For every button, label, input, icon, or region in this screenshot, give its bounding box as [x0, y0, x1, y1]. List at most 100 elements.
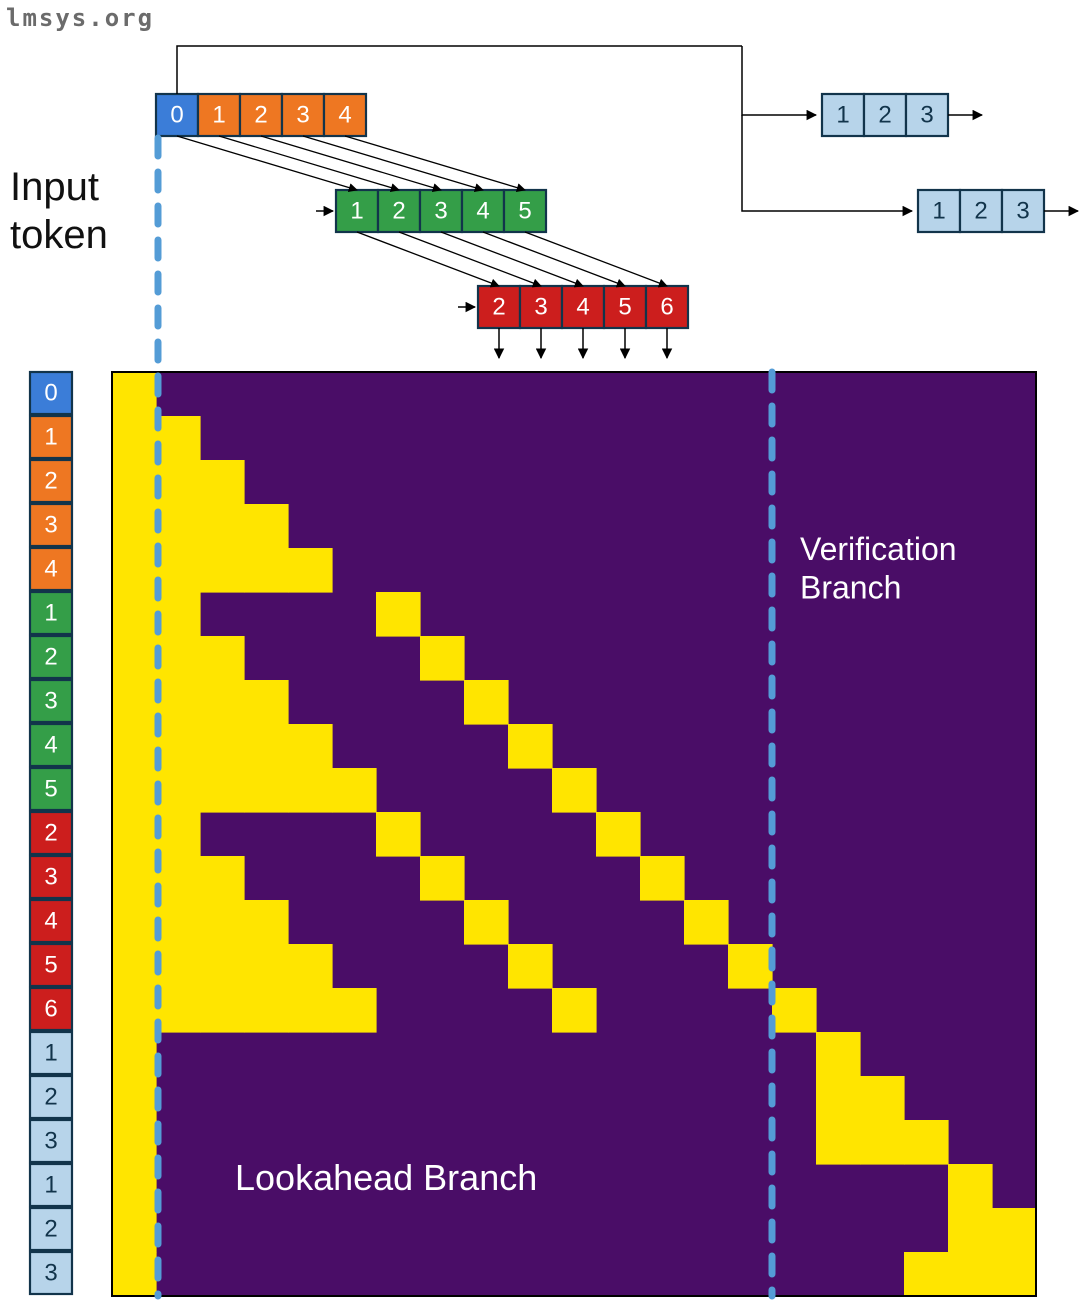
matrix-cell-19-19: [948, 1208, 993, 1253]
sidebar-box-20-label: 3: [44, 1259, 57, 1286]
sidebar-box-3-label: 3: [44, 511, 57, 538]
matrix-cell-6-1: [156, 636, 201, 681]
sidebar-box-4-label: 4: [44, 555, 57, 582]
matrix-cell-15-0: [112, 1032, 157, 1077]
matrix-cell-3-0: [112, 504, 157, 549]
sidebar-box-18-label: 1: [44, 1171, 57, 1198]
top-row-2-box-2-label: 4: [576, 293, 589, 320]
matrix-cell-11-2: [200, 856, 245, 901]
matrix-cell-14-5: [332, 988, 377, 1033]
matrix-cell-12-8: [464, 900, 509, 945]
matrix-cell-13-4: [288, 944, 333, 989]
sidebar-box-5-label: 1: [44, 599, 57, 626]
matrix-cell-11-7: [420, 856, 465, 901]
flow-arrow-1-3: [483, 232, 625, 286]
matrix-cell-20-20: [992, 1252, 1037, 1297]
matrix-cell-8-2: [200, 724, 245, 769]
matrix-cell-13-9: [508, 944, 553, 989]
matrix-cell-6-0: [112, 636, 157, 681]
matrix-cell-13-1: [156, 944, 201, 989]
matrix-cell-4-0: [112, 548, 157, 593]
matrix-cell-19-20: [992, 1208, 1037, 1253]
matrix-cell-12-13: [684, 900, 729, 945]
matrix-cell-8-9: [508, 724, 553, 769]
matrix-cell-12-0: [112, 900, 157, 945]
matrix-cell-11-0: [112, 856, 157, 901]
matrix-cell-16-0: [112, 1076, 157, 1121]
matrix-cell-7-0: [112, 680, 157, 725]
matrix-cell-10-11: [596, 812, 641, 857]
matrix-cell-18-0: [112, 1164, 157, 1209]
matrix-cell-3-2: [200, 504, 245, 549]
matrix-cell-8-0: [112, 724, 157, 769]
sidebar-box-6-label: 2: [44, 643, 57, 670]
lookahead-branch-label-svg: Lookahead Branch: [235, 1157, 537, 1198]
matrix-cell-12-2: [200, 900, 245, 945]
matrix-cell-16-16: [816, 1076, 861, 1121]
sidebar-box-16-label: 2: [44, 1083, 57, 1110]
matrix-cell-4-2: [200, 548, 245, 593]
matrix-cell-6-2: [200, 636, 245, 681]
matrix-cell-4-4: [288, 548, 333, 593]
matrix-cell-3-3: [244, 504, 289, 549]
top-row-0-box-3-label: 3: [296, 101, 309, 128]
matrix-cell-11-1: [156, 856, 201, 901]
matrix-cell-14-1: [156, 988, 201, 1033]
matrix-cell-17-16: [816, 1120, 861, 1165]
matrix-cell-8-4: [288, 724, 333, 769]
matrix-cell-9-1: [156, 768, 201, 813]
flow-arrow-1-4: [525, 232, 667, 286]
verif-row-1-box-1-label: 2: [974, 197, 987, 224]
top-row-2-box-1-label: 3: [534, 293, 547, 320]
sidebar-box-10-label: 2: [44, 819, 57, 846]
matrix-cell-9-5: [332, 768, 377, 813]
sidebar-box-14-label: 6: [44, 995, 57, 1022]
matrix-cell-9-4: [288, 768, 333, 813]
matrix-cell-7-2: [200, 680, 245, 725]
flow-arrow-0-2: [261, 136, 441, 190]
matrix-cell-20-19: [948, 1252, 993, 1297]
sidebar-box-12-label: 4: [44, 907, 57, 934]
watermark: lmsys.org: [6, 4, 154, 32]
top-row-1-box-1-label: 2: [392, 197, 405, 224]
top-row-0-box-2-label: 2: [254, 101, 267, 128]
verif-row-1-box-2-label: 3: [1016, 197, 1029, 224]
matrix-cell-9-10: [552, 768, 597, 813]
sidebar-box-0-label: 0: [44, 379, 57, 406]
verif-row-0-box-0-label: 1: [836, 101, 849, 128]
matrix-cell-11-12: [640, 856, 685, 901]
flow-arrow-1-2: [441, 232, 583, 286]
matrix-cell-13-14: [728, 944, 773, 989]
flow-arrow-1-0: [357, 232, 499, 286]
matrix-cell-17-0: [112, 1120, 157, 1165]
route-main: [177, 46, 742, 94]
matrix-cell-17-17: [860, 1120, 905, 1165]
top-row-0-box-0-label: 0: [170, 101, 183, 128]
top-row-1-box-3-label: 4: [476, 197, 489, 224]
matrix-cell-7-1: [156, 680, 201, 725]
matrix-cell-2-0: [112, 460, 157, 505]
matrix-cell-7-8: [464, 680, 509, 725]
sidebar-box-8-label: 4: [44, 731, 57, 758]
sidebar-box-9-label: 5: [44, 775, 57, 802]
matrix-cell-1-0: [112, 416, 157, 461]
matrix-cell-14-2: [200, 988, 245, 1033]
top-row-2-box-3-label: 5: [618, 293, 631, 320]
verif-row-1-box-0-label: 1: [932, 197, 945, 224]
matrix-cell-13-0: [112, 944, 157, 989]
top-row-1-box-4-label: 5: [518, 197, 531, 224]
matrix-cell-18-19: [948, 1164, 993, 1209]
matrix-cell-20-0: [112, 1252, 157, 1297]
top-row-0-box-1-label: 1: [212, 101, 225, 128]
matrix-cell-12-3: [244, 900, 289, 945]
matrix-cell-19-0: [112, 1208, 157, 1253]
matrix-cell-4-1: [156, 548, 201, 593]
matrix-cell-10-6: [376, 812, 421, 857]
matrix-cell-4-3: [244, 548, 289, 593]
matrix-cell-2-1: [156, 460, 201, 505]
matrix-cell-14-4: [288, 988, 333, 1033]
sidebar-box-15-label: 1: [44, 1039, 57, 1066]
matrix-cell-17-18: [904, 1120, 949, 1165]
matrix-cell-5-0: [112, 592, 157, 637]
matrix-cell-2-2: [200, 460, 245, 505]
